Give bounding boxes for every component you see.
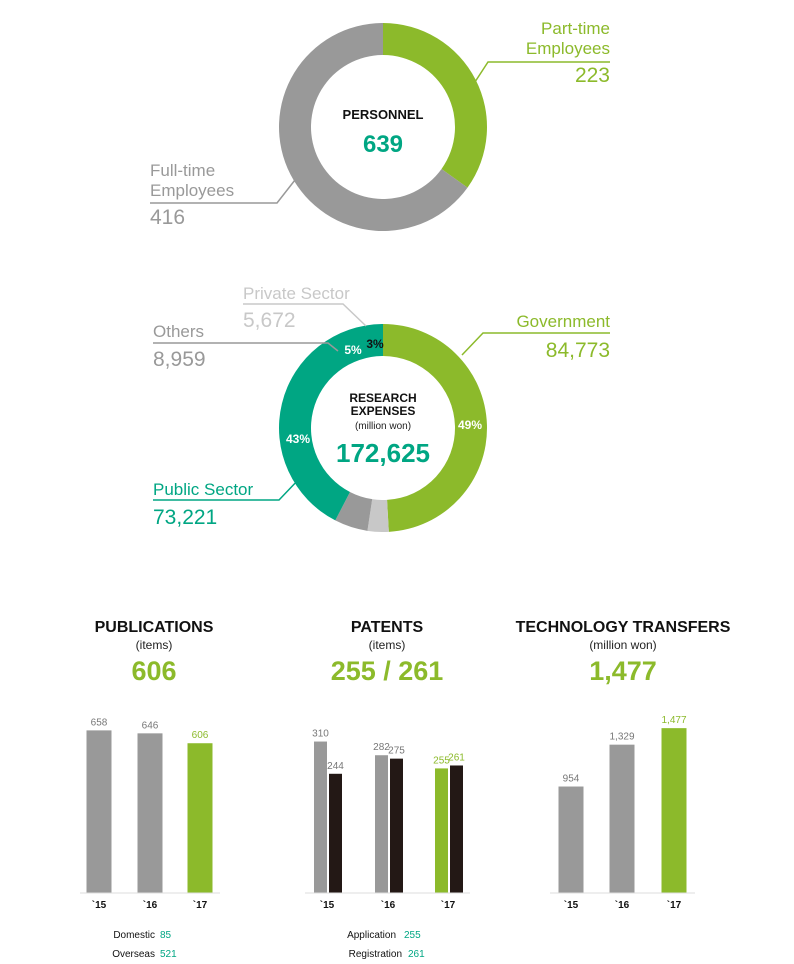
- part-time-slice: [383, 23, 487, 188]
- others-leader-line: [153, 342, 339, 352]
- bar-value-label: 646: [142, 720, 159, 731]
- transfers-unit: (million won): [589, 638, 656, 652]
- publications-legend-overseas-label: Overseas: [112, 949, 155, 960]
- x-tick-label: `17: [441, 900, 456, 911]
- publications-legend-domestic-value: 85: [160, 930, 172, 941]
- government-value: 84,773: [546, 339, 610, 362]
- bar-value-label: 1,477: [661, 715, 686, 726]
- publications-headline: 606: [131, 656, 176, 686]
- others-label: Others: [153, 322, 204, 341]
- bar-value-label: 255: [433, 755, 450, 766]
- bar-value-label: 658: [91, 717, 108, 728]
- research-title-line2: EXPENSES: [351, 404, 416, 418]
- publications-legend-overseas-value: 521: [160, 949, 177, 960]
- research-unit: (million won): [355, 421, 411, 432]
- patents-legend-application-label: Application: [347, 930, 396, 941]
- part-time-label-line2: Employees: [526, 39, 610, 58]
- research-expenses-donut-chart: [279, 324, 488, 532]
- full-time-slice: [279, 23, 468, 232]
- personnel-title: PERSONNEL: [343, 107, 424, 122]
- public-sector-value: 73,221: [153, 506, 217, 529]
- publications-title: PUBLICATIONS: [95, 619, 214, 636]
- patents-title: PATENTS: [351, 619, 424, 636]
- bar-15: [86, 730, 112, 893]
- bar-15: [558, 786, 584, 893]
- publications-legend-domestic-label: Domestic: [113, 930, 155, 941]
- x-tick-label: `15: [320, 900, 335, 911]
- bar-17: [661, 728, 687, 893]
- personnel-total: 639: [363, 131, 403, 158]
- full-time-label-line2: Employees: [150, 181, 234, 200]
- public-sector-label: Public Sector: [153, 480, 253, 499]
- others-pct-label: 5%: [344, 343, 362, 357]
- public-sector-leader-line: [153, 477, 301, 501]
- x-tick-label: `17: [667, 900, 682, 911]
- x-tick-label: `16: [143, 900, 158, 911]
- government-leader-line: [461, 332, 610, 356]
- patents-unit: (items): [369, 638, 406, 652]
- bar-value-label: 606: [192, 730, 209, 741]
- government-label: Government: [516, 312, 610, 331]
- public-sector-pct-label: 43%: [286, 432, 310, 446]
- publications-unit: (items): [136, 638, 173, 652]
- full-time-label-line1: Full-time: [150, 161, 215, 180]
- bar-value-label: 244: [327, 761, 344, 772]
- bar-16: [609, 744, 635, 893]
- private-sector-slice: [367, 499, 389, 532]
- research-total: 172,625: [336, 438, 430, 468]
- patents-headline: 255 / 261: [331, 656, 444, 686]
- bar-17-s0: [435, 768, 448, 893]
- public-sector-slice: [279, 324, 383, 521]
- bar-value-label: 282: [373, 742, 390, 753]
- full-time-leader-line: [150, 179, 296, 204]
- bar-value-label: 261: [448, 752, 465, 763]
- private-sector-leader-line: [243, 303, 367, 327]
- transfers-title: TECHNOLOGY TRANSFERS: [516, 619, 731, 636]
- transfers-bar-chart: 954 `15 1,329 `16 1,477 `17: [550, 715, 695, 911]
- x-tick-label: `16: [381, 900, 396, 911]
- x-tick-label: `15: [564, 900, 579, 911]
- bar-15-s0: [314, 741, 327, 893]
- bar-16-s1: [390, 758, 403, 893]
- part-time-label-line1: Part-time: [541, 19, 610, 38]
- private-sector-label: Private Sector: [243, 284, 350, 303]
- research-title-line1: RESEARCH: [349, 391, 416, 405]
- bar-value-label: 954: [563, 774, 580, 785]
- others-slice: [335, 491, 373, 531]
- bar-15-s1: [329, 773, 342, 893]
- personnel-donut-chart: [279, 23, 487, 232]
- part-time-leader-line: [472, 61, 610, 86]
- private-sector-value: 5,672: [243, 309, 296, 332]
- others-value: 8,959: [153, 348, 206, 371]
- patents-legend-registration-value: 261: [408, 949, 425, 960]
- bar-16-s0: [375, 755, 388, 893]
- full-time-value: 416: [150, 206, 185, 229]
- transfers-headline: 1,477: [589, 656, 657, 686]
- bar-value-label: 310: [312, 729, 329, 740]
- bar-17-s1: [450, 765, 463, 893]
- bar-16: [137, 733, 163, 893]
- government-pct-label: 49%: [458, 418, 482, 432]
- bar-17: [187, 743, 213, 893]
- patents-legend-registration-label: Registration: [349, 949, 402, 960]
- bar-value-label: 1,329: [609, 732, 634, 743]
- private-sector-pct-label: 3%: [366, 337, 384, 351]
- x-tick-label: `17: [193, 900, 208, 911]
- x-tick-label: `15: [92, 900, 107, 911]
- patents-legend-application-value: 255: [404, 930, 421, 941]
- x-tick-label: `16: [615, 900, 630, 911]
- government-slice: [383, 324, 488, 532]
- part-time-value: 223: [575, 64, 610, 87]
- bar-value-label: 275: [388, 746, 405, 757]
- publications-bar-chart: 658 `15 646 `16 606 `17: [80, 717, 220, 911]
